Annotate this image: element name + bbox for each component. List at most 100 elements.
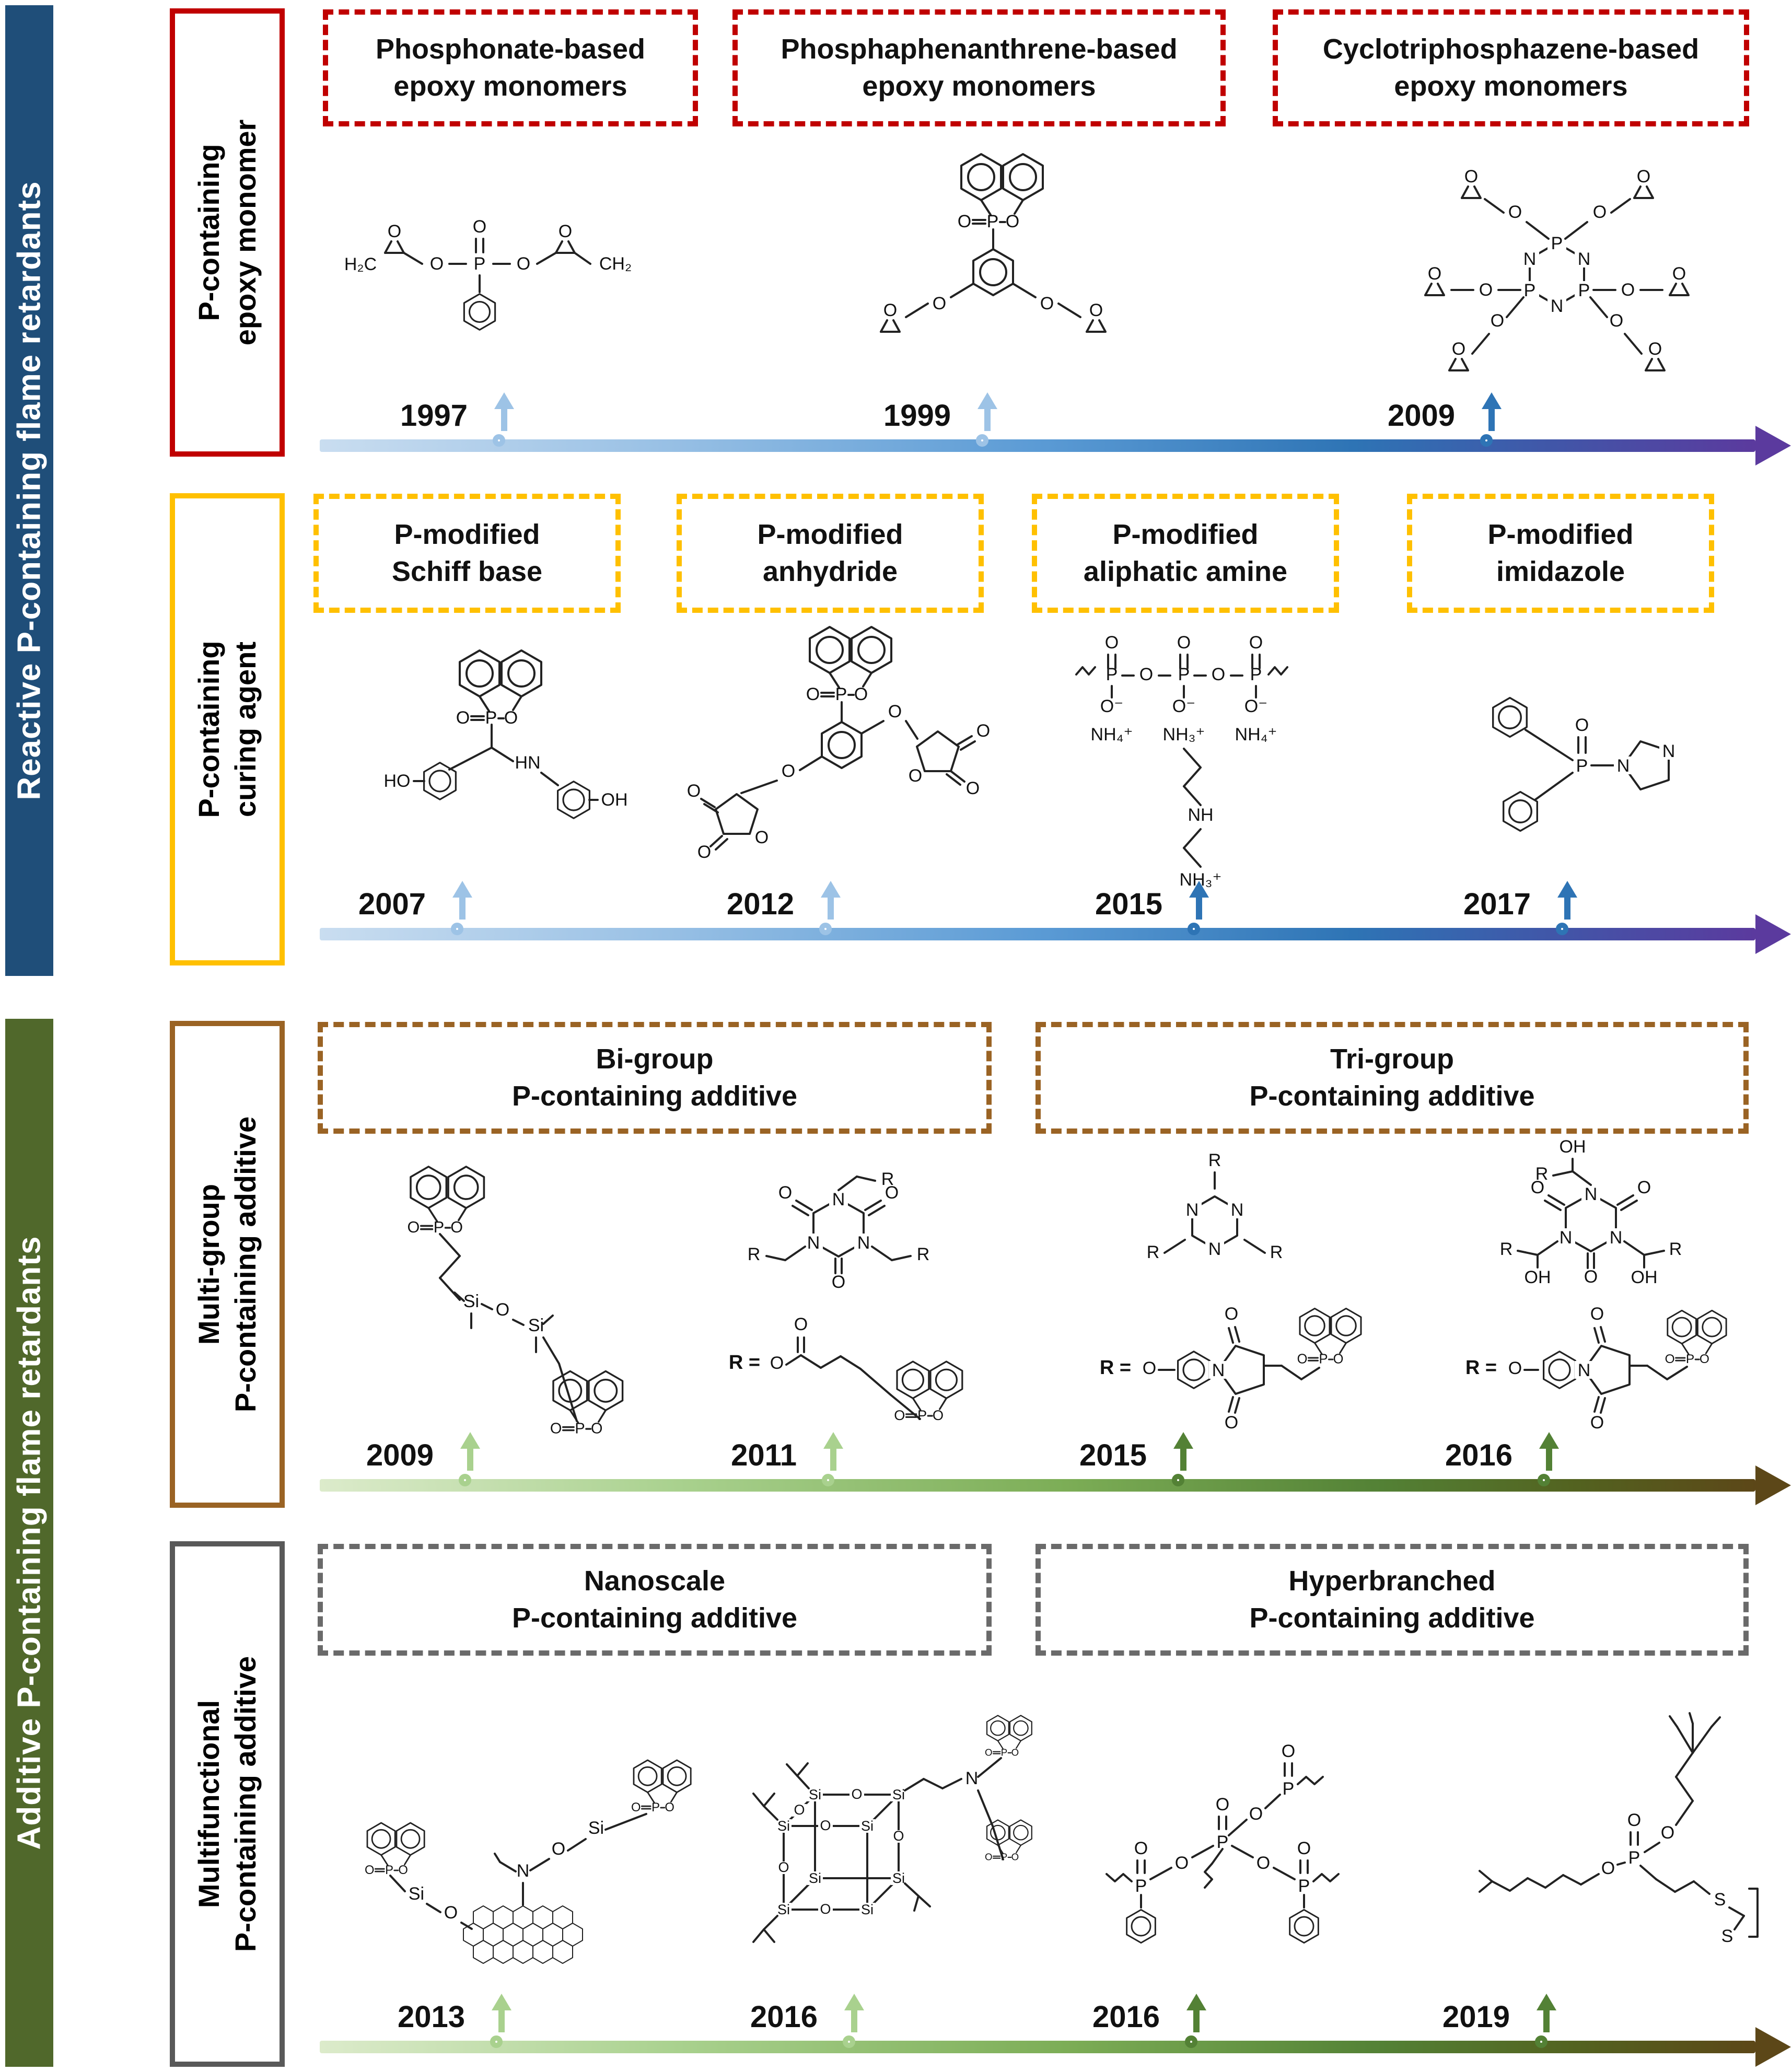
structure-polyphosphate-amine: P O O P O O P O O⁻ O⁻ O⁻ NH₄⁺ NH₃⁺ NH₄⁺ … <box>1075 633 1288 890</box>
year-label-1999: 1999 <box>883 399 951 433</box>
atom: O <box>1225 1413 1238 1433</box>
r-equals-label: R = <box>729 1352 760 1374</box>
category-box-bigroup: Bi-group P-containing additive <box>318 1022 992 1134</box>
atom: O <box>976 721 990 741</box>
atom: Si <box>777 1818 790 1834</box>
atom: O <box>1143 1358 1156 1378</box>
atom: O <box>782 761 795 781</box>
year-label-2011: 2011 <box>731 1438 797 1472</box>
atom: P <box>1524 281 1536 300</box>
atom: Si <box>463 1292 479 1311</box>
category-box-imidazole: P-modified imidazole <box>1407 494 1714 613</box>
structure-dopo-disilane: Si O Si <box>334 1144 637 1468</box>
atom: P <box>1576 756 1588 776</box>
atom: OH <box>1525 1267 1551 1287</box>
atom: N <box>1186 1200 1199 1220</box>
year-label-2017: 2017 <box>1463 887 1531 921</box>
atom: N <box>517 1861 530 1881</box>
timeline-multigroup-arrowhead <box>1755 1465 1791 1505</box>
structure-hyperbranched-phosphate: P O O P O O P O O P O <box>1106 1741 1340 1944</box>
atom: Si <box>777 1902 790 1917</box>
year-label-2009-multigroup: 2009 <box>366 1438 434 1472</box>
atom: S <box>1721 1926 1733 1946</box>
atom: P <box>1578 281 1590 300</box>
atom: O <box>1590 1304 1604 1324</box>
atom: R <box>1208 1150 1221 1170</box>
year-label-2019: 2019 <box>1442 2000 1510 2034</box>
row-label-epoxy-monomer-text: P-containing epoxy monomer <box>192 119 262 346</box>
timeline-multigroup <box>320 1479 1755 1492</box>
atom: O <box>1105 633 1119 653</box>
atom: O <box>1175 1853 1189 1873</box>
atom: R <box>917 1244 930 1264</box>
atom: O <box>552 1839 565 1859</box>
atom: O <box>430 254 444 274</box>
atom: O <box>1627 1810 1641 1830</box>
year-label-2016-hyper: 2016 <box>1092 2000 1160 2034</box>
structure-dopo-schiff-base: HO HN OH <box>384 624 628 819</box>
atom: O <box>885 1183 899 1203</box>
atom: N <box>1231 1200 1244 1220</box>
atom: O <box>1216 1795 1229 1814</box>
structure-trihydroxy-isocyanurate-dopo: N N N O O O OH R OH R OH R R = O N O O <box>1465 1137 1784 1433</box>
atom: Si <box>861 1818 874 1834</box>
atom: R <box>1669 1239 1682 1259</box>
atom: Si <box>892 1787 905 1802</box>
atom: O⁻ <box>1172 696 1195 716</box>
timeline-multifunctional-arrowhead <box>1755 2027 1791 2067</box>
category-box-phosphaphenanthrene: Phosphaphenanthrene-based epoxy monomers <box>732 9 1226 126</box>
atom: O <box>1508 1358 1522 1378</box>
atom: P <box>1250 665 1262 684</box>
atom: R <box>1147 1242 1160 1262</box>
atom: R <box>748 1244 761 1264</box>
row-label-epoxy-monomer: P-containing epoxy monomer <box>170 8 285 457</box>
atom: P <box>474 254 486 274</box>
category-box-schiff-base: P-modified Schiff base <box>313 494 621 613</box>
atom: O <box>778 1183 792 1203</box>
atom: O <box>851 1786 862 1802</box>
atom: NH <box>1188 805 1213 825</box>
atom: O⁻ <box>1100 696 1123 716</box>
atom: NH₃⁺ <box>1163 725 1205 744</box>
year-label-2013: 2013 <box>397 2000 465 2034</box>
atom: O <box>1593 202 1607 222</box>
banner-reactive-text: Reactive P-containing flame retardants <box>11 181 48 800</box>
structure-poss-dopo: Si Si Si Si Si Si Si Si O O O O O O N <box>752 1680 1040 1943</box>
year-label-2016-nano: 2016 <box>750 2000 818 2034</box>
structure-hyperbranched-thioether-phosphate: O P O O S S <box>1479 1712 1759 1946</box>
atom: O <box>770 1353 784 1373</box>
atom: O <box>473 217 486 237</box>
category-box-trigroup: Tri-group P-containing additive <box>1035 1022 1749 1134</box>
atom: O <box>1584 1267 1598 1287</box>
year-label-2016-multigroup: 2016 <box>1445 1438 1512 1472</box>
timeline-curing <box>320 928 1755 940</box>
banner-additive: Additive P-containing flame retardants <box>5 1019 53 2067</box>
structure-triazine-dopo: N N N R R R R = O N O O <box>1100 1150 1392 1433</box>
atom: O <box>820 1818 831 1833</box>
atom: O <box>820 1901 831 1917</box>
atom: H₂C <box>344 254 377 274</box>
year-label-2009-epoxy: 2009 <box>1387 399 1455 433</box>
atom: CH₂ <box>599 254 632 274</box>
structure-cyclotriphosphazene-epoxy: P N P N P N O O O O O O <box>1424 166 1690 371</box>
atom: P <box>1298 1876 1310 1896</box>
atom: P <box>1217 1832 1229 1852</box>
atom: O <box>1134 1839 1148 1858</box>
atom: Si <box>809 1787 821 1802</box>
atom: Si <box>528 1316 544 1335</box>
atom: Si <box>409 1884 424 1904</box>
atom: N <box>1578 249 1591 269</box>
year-label-2015-multigroup: 2015 <box>1079 1438 1147 1472</box>
category-box-anhydride: P-modified anhydride <box>677 494 984 613</box>
r-equals-label: R = <box>1465 1357 1497 1379</box>
category-box-hyperbranched: Hyperbranched P-containing additive <box>1035 1544 1749 1656</box>
category-box-cyclotriphosphazene: Cyclotriphosphazene-based epoxy monomers <box>1273 9 1749 126</box>
atom: O <box>1212 665 1225 684</box>
structure-dopo-diglycidyl: O O <box>880 138 1107 333</box>
atom: O <box>1225 1304 1238 1324</box>
structure-phosphine-oxide-imidazole: P O N N <box>1492 696 1678 832</box>
atom: NH₄⁺ <box>1235 725 1277 744</box>
atom: Si <box>892 1870 905 1886</box>
atom: O <box>893 1828 904 1844</box>
